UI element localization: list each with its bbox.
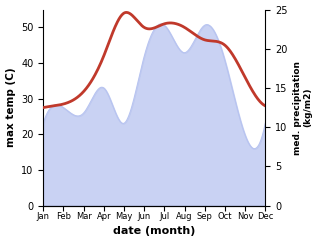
Y-axis label: max temp (C): max temp (C) bbox=[5, 68, 16, 147]
X-axis label: date (month): date (month) bbox=[113, 227, 196, 236]
Y-axis label: med. precipitation
(kg/m2): med. precipitation (kg/m2) bbox=[293, 60, 313, 155]
